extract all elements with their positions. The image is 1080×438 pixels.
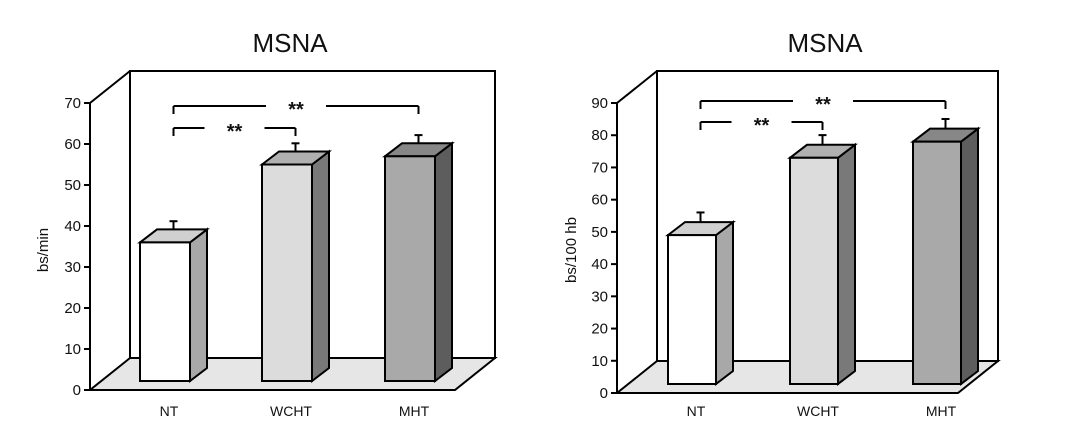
significance-bracket: ** [699,115,824,137]
y-tick-label: 80 [591,127,608,144]
bar-side [311,149,330,384]
side-edge [616,70,658,104]
y-tick-label: 60 [64,136,81,153]
y-tick-label: 0 [73,382,81,399]
y-tick-label: 10 [64,341,81,358]
y-tick-label: 70 [591,159,608,176]
significance-bracket: ** [172,99,420,121]
bar-nt [667,234,717,385]
y-tick-label: 90 [591,95,608,112]
y-tick-label: 60 [591,192,608,209]
y-tick-label: 50 [64,177,81,194]
y-tick-label: 40 [591,256,608,273]
x-tick-label: WCHT [270,403,312,419]
bar-mht [384,155,436,382]
y-tick-label: 0 [600,385,608,402]
bar-side [715,220,734,387]
x-tick-label: NT [160,403,179,419]
y-tick-label: 30 [64,259,81,276]
bar-wcht [261,163,313,382]
bar-side [434,141,453,384]
y-tick-label: 50 [591,224,608,241]
y-tick-label: 70 [64,95,81,112]
x-tick-label: MHT [399,403,430,419]
x-tick-label: MHT [926,403,957,419]
y-tick-label: 20 [64,300,81,317]
significance-label: ** [227,121,243,143]
bar-side [189,227,208,384]
y-tick-label: 40 [64,218,81,235]
significance-label: ** [815,94,831,116]
x-tick-label: NT [687,403,706,419]
significance-bracket: ** [172,121,297,143]
chart-panel-1: MSNA 0 10 20 30 40 50 60 70 bs/min NT WCHT MHT ** ** [35,28,498,419]
bar-side [837,142,856,387]
side-edge [89,70,131,104]
chart-title: MSNA [252,28,328,58]
bar-wcht [789,156,839,385]
bar-side [960,126,979,387]
significance-bracket: ** [699,94,947,116]
significance-label: ** [288,99,304,121]
chart-panel-2: MSNA 0 10 20 30 40 50 60 70 80 90 bs/100 hb NT WCHT MH… [563,28,1001,419]
bar-nt [139,241,191,382]
y-axis-label: bs/min [35,228,52,272]
y-tick-label: 30 [591,288,608,305]
y-tick-label: 20 [591,321,608,338]
y-axis-label: bs/100 hb [563,217,580,283]
bar-mht [912,140,962,385]
x-tick-label: WCHT [797,403,839,419]
y-tick-label: 10 [591,353,608,370]
chart-title: MSNA [787,28,863,58]
significance-label: ** [754,115,770,137]
